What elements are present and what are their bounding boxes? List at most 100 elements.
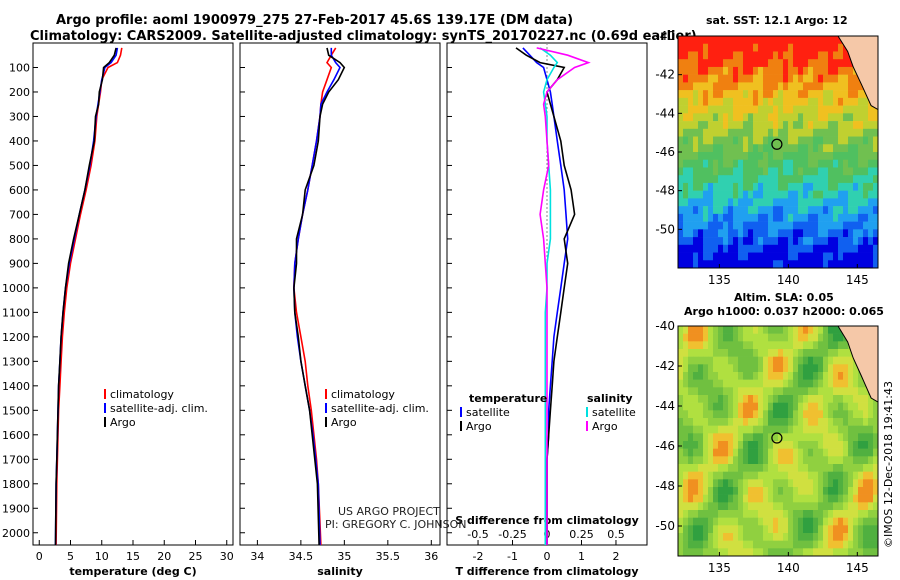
map-cell bbox=[708, 471, 714, 480]
map-cell bbox=[728, 121, 734, 130]
map-cell bbox=[723, 349, 729, 357]
map-cell bbox=[808, 260, 814, 269]
map-cell bbox=[763, 167, 769, 176]
map-cell bbox=[728, 97, 734, 106]
map-cell bbox=[848, 364, 854, 373]
map-cell bbox=[758, 525, 764, 534]
map-cell bbox=[873, 190, 879, 199]
map-cell bbox=[853, 487, 859, 495]
map-cell bbox=[688, 517, 694, 526]
legend-label: climatology bbox=[110, 388, 174, 401]
map-cell bbox=[738, 448, 744, 457]
map-cell bbox=[843, 136, 849, 145]
map-cell bbox=[743, 402, 749, 411]
map-cell bbox=[758, 533, 764, 541]
map-cell bbox=[863, 167, 869, 176]
map-cell bbox=[733, 121, 739, 130]
map-cell bbox=[758, 167, 764, 176]
map-cell bbox=[798, 221, 804, 230]
map-cell bbox=[733, 159, 739, 168]
map-cell bbox=[788, 464, 794, 472]
map-cell bbox=[678, 494, 684, 503]
map-cell bbox=[803, 326, 809, 334]
map-cell bbox=[873, 128, 879, 137]
map-cell bbox=[833, 540, 839, 549]
map-cell bbox=[823, 59, 829, 68]
map-cell bbox=[778, 464, 784, 472]
map-cell bbox=[703, 190, 709, 199]
map-cell bbox=[683, 190, 689, 199]
map-cell bbox=[788, 82, 794, 91]
map-cell bbox=[723, 387, 729, 396]
map-cell bbox=[873, 175, 879, 184]
map-cell bbox=[753, 260, 759, 269]
map-cell bbox=[693, 244, 699, 253]
map-cell bbox=[713, 237, 719, 246]
map-cell bbox=[678, 379, 684, 388]
map-cell bbox=[783, 51, 789, 60]
map-cell bbox=[853, 364, 859, 373]
map-cell bbox=[713, 260, 719, 269]
map-cell bbox=[743, 213, 749, 222]
map-cell bbox=[738, 425, 744, 434]
map-cell bbox=[678, 525, 684, 534]
map-cell bbox=[798, 152, 804, 161]
map-cell bbox=[743, 206, 749, 215]
map-cell bbox=[848, 105, 854, 114]
map-cell bbox=[688, 525, 694, 534]
map-cell bbox=[763, 349, 769, 357]
map-cell bbox=[758, 252, 764, 261]
map-cell bbox=[873, 510, 879, 518]
map-cell bbox=[808, 190, 814, 199]
x-tick-label: 2 bbox=[612, 550, 619, 563]
map-cell bbox=[783, 237, 789, 246]
map-cell bbox=[853, 379, 859, 388]
map-cell bbox=[818, 372, 824, 380]
map-cell bbox=[798, 159, 804, 168]
map-cell bbox=[733, 540, 739, 549]
map-cell bbox=[763, 66, 769, 75]
map-cell bbox=[768, 356, 774, 365]
map-cell bbox=[703, 244, 709, 253]
map-cell bbox=[823, 144, 829, 153]
map-cell bbox=[688, 441, 694, 449]
map-cell bbox=[698, 441, 704, 449]
map-cell bbox=[713, 548, 719, 557]
map-cell bbox=[723, 59, 729, 68]
map-cell bbox=[848, 175, 854, 184]
map-cell bbox=[743, 471, 749, 480]
map-cell bbox=[833, 105, 839, 114]
map-cell bbox=[843, 167, 849, 176]
map-cell bbox=[678, 182, 684, 191]
map-cell bbox=[753, 190, 759, 199]
map-cell bbox=[723, 333, 729, 342]
x-axis-label: temperature (deg C) bbox=[69, 565, 196, 578]
map-cell bbox=[798, 402, 804, 411]
y-tick-label: 1100 bbox=[2, 306, 30, 319]
map-cell bbox=[783, 59, 789, 68]
map-cell bbox=[723, 433, 729, 442]
legend-label: satellite-adj. clim. bbox=[331, 402, 429, 415]
map-cell bbox=[873, 402, 879, 411]
map-cell bbox=[808, 494, 814, 503]
map-cell bbox=[863, 252, 869, 261]
map-cell bbox=[773, 441, 779, 449]
map-cell bbox=[793, 548, 799, 557]
map-cell bbox=[828, 387, 834, 396]
map-cell bbox=[838, 51, 844, 60]
map-cell bbox=[818, 190, 824, 199]
map-cell bbox=[843, 471, 849, 480]
map-cell bbox=[813, 372, 819, 380]
map-cell bbox=[713, 159, 719, 168]
map-cell bbox=[718, 167, 724, 176]
map-cell bbox=[698, 456, 704, 465]
map-cell bbox=[783, 372, 789, 380]
map-cell bbox=[723, 51, 729, 60]
map-cell bbox=[693, 252, 699, 261]
map-cell bbox=[678, 113, 684, 122]
map-cell bbox=[698, 159, 704, 168]
map-cell bbox=[713, 471, 719, 480]
map-cell bbox=[838, 128, 844, 137]
map-cell bbox=[828, 167, 834, 176]
map-cell bbox=[698, 175, 704, 184]
